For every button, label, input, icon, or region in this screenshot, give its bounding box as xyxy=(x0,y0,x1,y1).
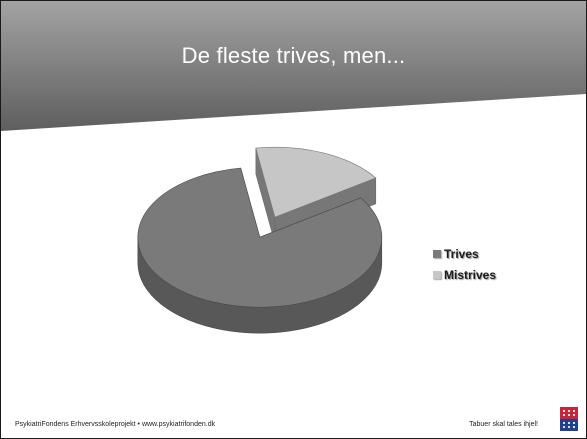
legend-item-0: Trives xyxy=(433,243,496,264)
legend-label-0: Trives xyxy=(444,246,479,261)
chart-legend: Trives Mistrives xyxy=(433,243,496,285)
header-band xyxy=(1,1,586,131)
footer-right-text: Tabuer skal tales ihjel! xyxy=(469,421,538,428)
slide-title: De fleste trives, men... xyxy=(181,43,406,68)
legend-item-1: Mistrives xyxy=(433,264,496,285)
psykiatrifonden-logo-icon xyxy=(560,407,578,431)
pie-slice-1 xyxy=(255,146,377,244)
footer-left-text: PsykiatriFondens Erhvervsskoleprojekt • … xyxy=(15,421,216,428)
legend-swatch-1 xyxy=(433,270,441,279)
legend-label-1: Mistrives xyxy=(444,267,497,282)
pie-slice-0 xyxy=(137,167,383,334)
legend-swatch-0 xyxy=(433,249,441,258)
